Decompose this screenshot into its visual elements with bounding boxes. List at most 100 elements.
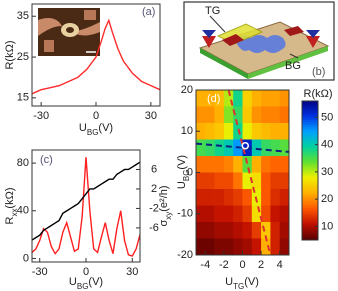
heat-cell — [223, 172, 234, 190]
heat-cell — [196, 189, 206, 206]
heat-cell — [261, 189, 271, 206]
colorbar-tick-label: 40 — [321, 139, 333, 151]
colorbar-step — [302, 189, 318, 192]
heat-cell — [279, 123, 290, 140]
label-sub: TG — [233, 282, 244, 291]
axis-label: UTG(V) — [225, 276, 259, 291]
y-tick-label: 0 — [23, 252, 29, 264]
heat-cell — [242, 156, 253, 173]
colorbar-step — [302, 177, 318, 181]
heat-cell — [251, 222, 262, 239]
data-line — [31, 18, 161, 95]
colorbar-step — [302, 170, 318, 174]
label-main: R — [4, 217, 16, 225]
heat-cell — [205, 106, 215, 124]
colorbar-step — [302, 107, 318, 111]
colorbar-step — [302, 101, 318, 104]
heat-cell — [214, 123, 225, 140]
colorbar-step — [302, 105, 318, 109]
heat-cell — [205, 238, 215, 256]
colorbar-frame — [301, 100, 319, 241]
colorbar-step — [302, 156, 318, 160]
x-tick-label: 4 — [277, 259, 283, 271]
heat-cell — [196, 172, 206, 190]
panel-label: (d) — [207, 93, 220, 105]
colorbar-step — [302, 142, 318, 146]
colorbar-step — [302, 216, 318, 220]
y2-tick-label: 6 — [151, 163, 157, 175]
heat-cell — [214, 222, 225, 239]
y-tick-label: 10 — [181, 125, 193, 137]
colorbar-step — [302, 235, 318, 239]
heat-cell — [261, 123, 271, 140]
x-tick-label: -2 — [219, 259, 229, 271]
colorbar-step — [302, 140, 318, 144]
label-sub: xy — [164, 212, 173, 220]
heat-cell — [270, 172, 280, 190]
colorbar-step — [302, 175, 318, 178]
heat-cell — [270, 205, 280, 223]
heat-cell — [261, 90, 271, 107]
colorbar-tick-label: 20 — [321, 193, 333, 205]
label-main: U — [225, 276, 233, 288]
data-line — [31, 161, 141, 241]
label-unit: (kΩ) — [4, 40, 16, 61]
label-unit: (e²/h) — [158, 185, 170, 211]
colorbar-step — [302, 149, 318, 153]
heat-cell — [233, 123, 243, 140]
heat-cell — [233, 156, 243, 173]
heat-cell — [279, 205, 290, 223]
colorbar-step — [302, 112, 318, 116]
heat-cell — [270, 106, 280, 124]
heat-cell — [214, 156, 225, 173]
axis-label: UBG(V) — [79, 122, 113, 137]
label-main: U — [79, 122, 87, 134]
colorbar-step — [302, 133, 318, 137]
colorbar-step — [302, 212, 318, 216]
colorbar-step — [302, 121, 318, 125]
heat-cell — [233, 222, 243, 239]
y2-tick-label: -6 — [149, 222, 159, 234]
colorbar-step — [302, 202, 318, 206]
heat-cell — [261, 156, 271, 173]
heat-cell — [279, 189, 290, 206]
heat-cell — [196, 205, 206, 223]
heat-cell — [223, 156, 234, 173]
heat-cell — [205, 189, 215, 206]
y-tick-label: -20 — [177, 249, 193, 261]
colorbar-step — [302, 200, 318, 204]
colorbar-step — [302, 186, 318, 190]
heat-cell — [270, 156, 280, 173]
x-tick-label: -4 — [200, 259, 210, 271]
heat-cell — [233, 106, 243, 124]
crossing-marker — [241, 141, 250, 150]
heat-cell — [279, 106, 290, 124]
colorbar-step — [302, 230, 318, 234]
heat-cell — [233, 238, 243, 256]
colorbar-step — [302, 147, 318, 151]
label-unit: (kΩ) — [4, 187, 16, 208]
heat-cell — [261, 106, 271, 124]
diagram-label: TG — [205, 5, 220, 17]
colorbar-step — [302, 182, 318, 185]
colorbar-step — [302, 131, 318, 134]
colorbar-step — [302, 124, 318, 127]
y-tick-label: 40 — [17, 205, 29, 217]
heat-cell — [261, 222, 271, 239]
colorbar-step — [302, 119, 318, 123]
y-tick-label: 35 — [17, 10, 29, 22]
axis-label: σxy(e²/h) — [158, 185, 173, 226]
data-line — [31, 157, 141, 257]
colorbar-step — [302, 172, 318, 176]
colorbar-step — [302, 161, 318, 165]
colorbar-step — [302, 103, 318, 107]
heat-cell — [233, 172, 243, 190]
x-tick-label: 0 — [83, 266, 89, 278]
x-tick-label: 30 — [145, 110, 157, 122]
colorbar-step — [302, 154, 318, 158]
heat-cell — [279, 172, 290, 190]
x-tick-label: -30 — [33, 110, 49, 122]
heat-cell — [270, 90, 280, 107]
colorbar-step — [302, 117, 318, 121]
y-tick-label: 20 — [181, 84, 193, 96]
